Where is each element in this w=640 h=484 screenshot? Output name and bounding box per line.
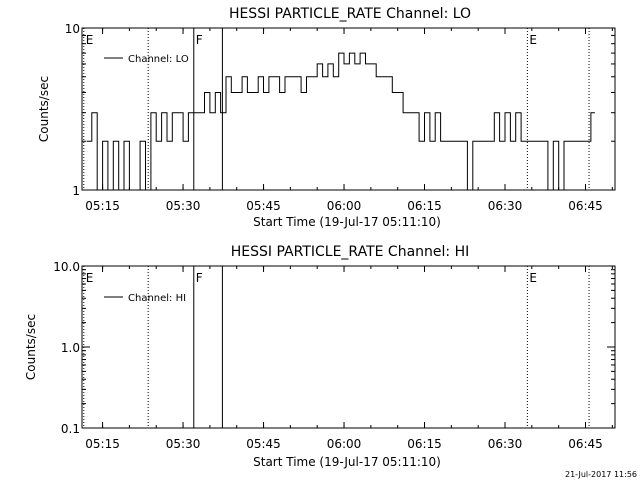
plot-timestamp: 21-Jul-2017 11:56 xyxy=(565,470,637,479)
x-axis-label: Start Time (19-Jul-17 05:11:10) xyxy=(253,455,441,469)
plot-frame xyxy=(81,265,616,429)
y-axis-label: Counts/sec xyxy=(24,314,38,380)
y-tick-label: 0.1 xyxy=(61,422,80,436)
x-tick-label: 05:15 xyxy=(85,199,120,213)
legend-label: Channel: HI xyxy=(128,293,186,304)
event-marker-label: F xyxy=(196,33,203,47)
x-axis-ticks: 05:15 05:30 05:45 06:00 06:15 06:30 06:45 xyxy=(85,266,613,451)
event-marker-label: E xyxy=(529,33,537,47)
y-tick-label: 10.0 xyxy=(53,260,80,274)
legend: Channel: HI xyxy=(104,293,186,304)
x-axis-ticks: 05:15 05:30 05:45 06:00 06:15 06:30 06:45 xyxy=(85,28,613,213)
y-axis-ticks: 1 10 xyxy=(65,22,615,198)
x-tick-label: 06:45 xyxy=(568,437,603,451)
event-marker-label: F xyxy=(196,271,203,285)
x-tick-label: 05:45 xyxy=(246,437,281,451)
x-tick-label: 05:15 xyxy=(85,437,120,451)
y-axis-ticks: 0.1 1.0 10.0 xyxy=(53,260,615,436)
x-tick-label: 06:30 xyxy=(488,437,523,451)
legend-label: Channel: LO xyxy=(128,54,189,65)
x-axis-label: Start Time (19-Jul-17 05:11:10) xyxy=(253,215,441,229)
y-tick-label: 1.0 xyxy=(61,341,80,355)
series-line xyxy=(86,52,595,191)
event-marker-label: E xyxy=(86,271,94,285)
legend: Channel: LO xyxy=(104,54,189,65)
y-axis-label: Counts/sec xyxy=(37,76,51,142)
x-tick-label: 06:15 xyxy=(407,437,442,451)
series-group xyxy=(86,52,595,191)
y-tick-label: 1 xyxy=(72,184,80,198)
x-tick-label: 06:00 xyxy=(327,199,362,213)
event-marker-label: E xyxy=(529,271,537,285)
x-tick-label: 05:30 xyxy=(166,437,201,451)
y-tick-label: 10 xyxy=(65,22,80,36)
event-marker-label: E xyxy=(86,33,94,47)
chart-panel-hi: HESSI PARTICLE_RATE Channel: HI Counts/s… xyxy=(24,244,616,469)
x-tick-label: 05:30 xyxy=(166,199,201,213)
x-tick-label: 05:45 xyxy=(246,199,281,213)
x-tick-label: 06:30 xyxy=(488,199,523,213)
plot-frame xyxy=(81,27,616,191)
chart-title: HESSI PARTICLE_RATE Channel: HI xyxy=(231,244,469,260)
chart-panel-lo: HESSI PARTICLE_RATE Channel: LO Counts/s… xyxy=(37,6,616,229)
chart-title: HESSI PARTICLE_RATE Channel: LO xyxy=(229,6,471,22)
x-tick-label: 06:15 xyxy=(407,199,442,213)
x-tick-label: 06:00 xyxy=(327,437,362,451)
x-tick-label: 06:45 xyxy=(568,199,603,213)
